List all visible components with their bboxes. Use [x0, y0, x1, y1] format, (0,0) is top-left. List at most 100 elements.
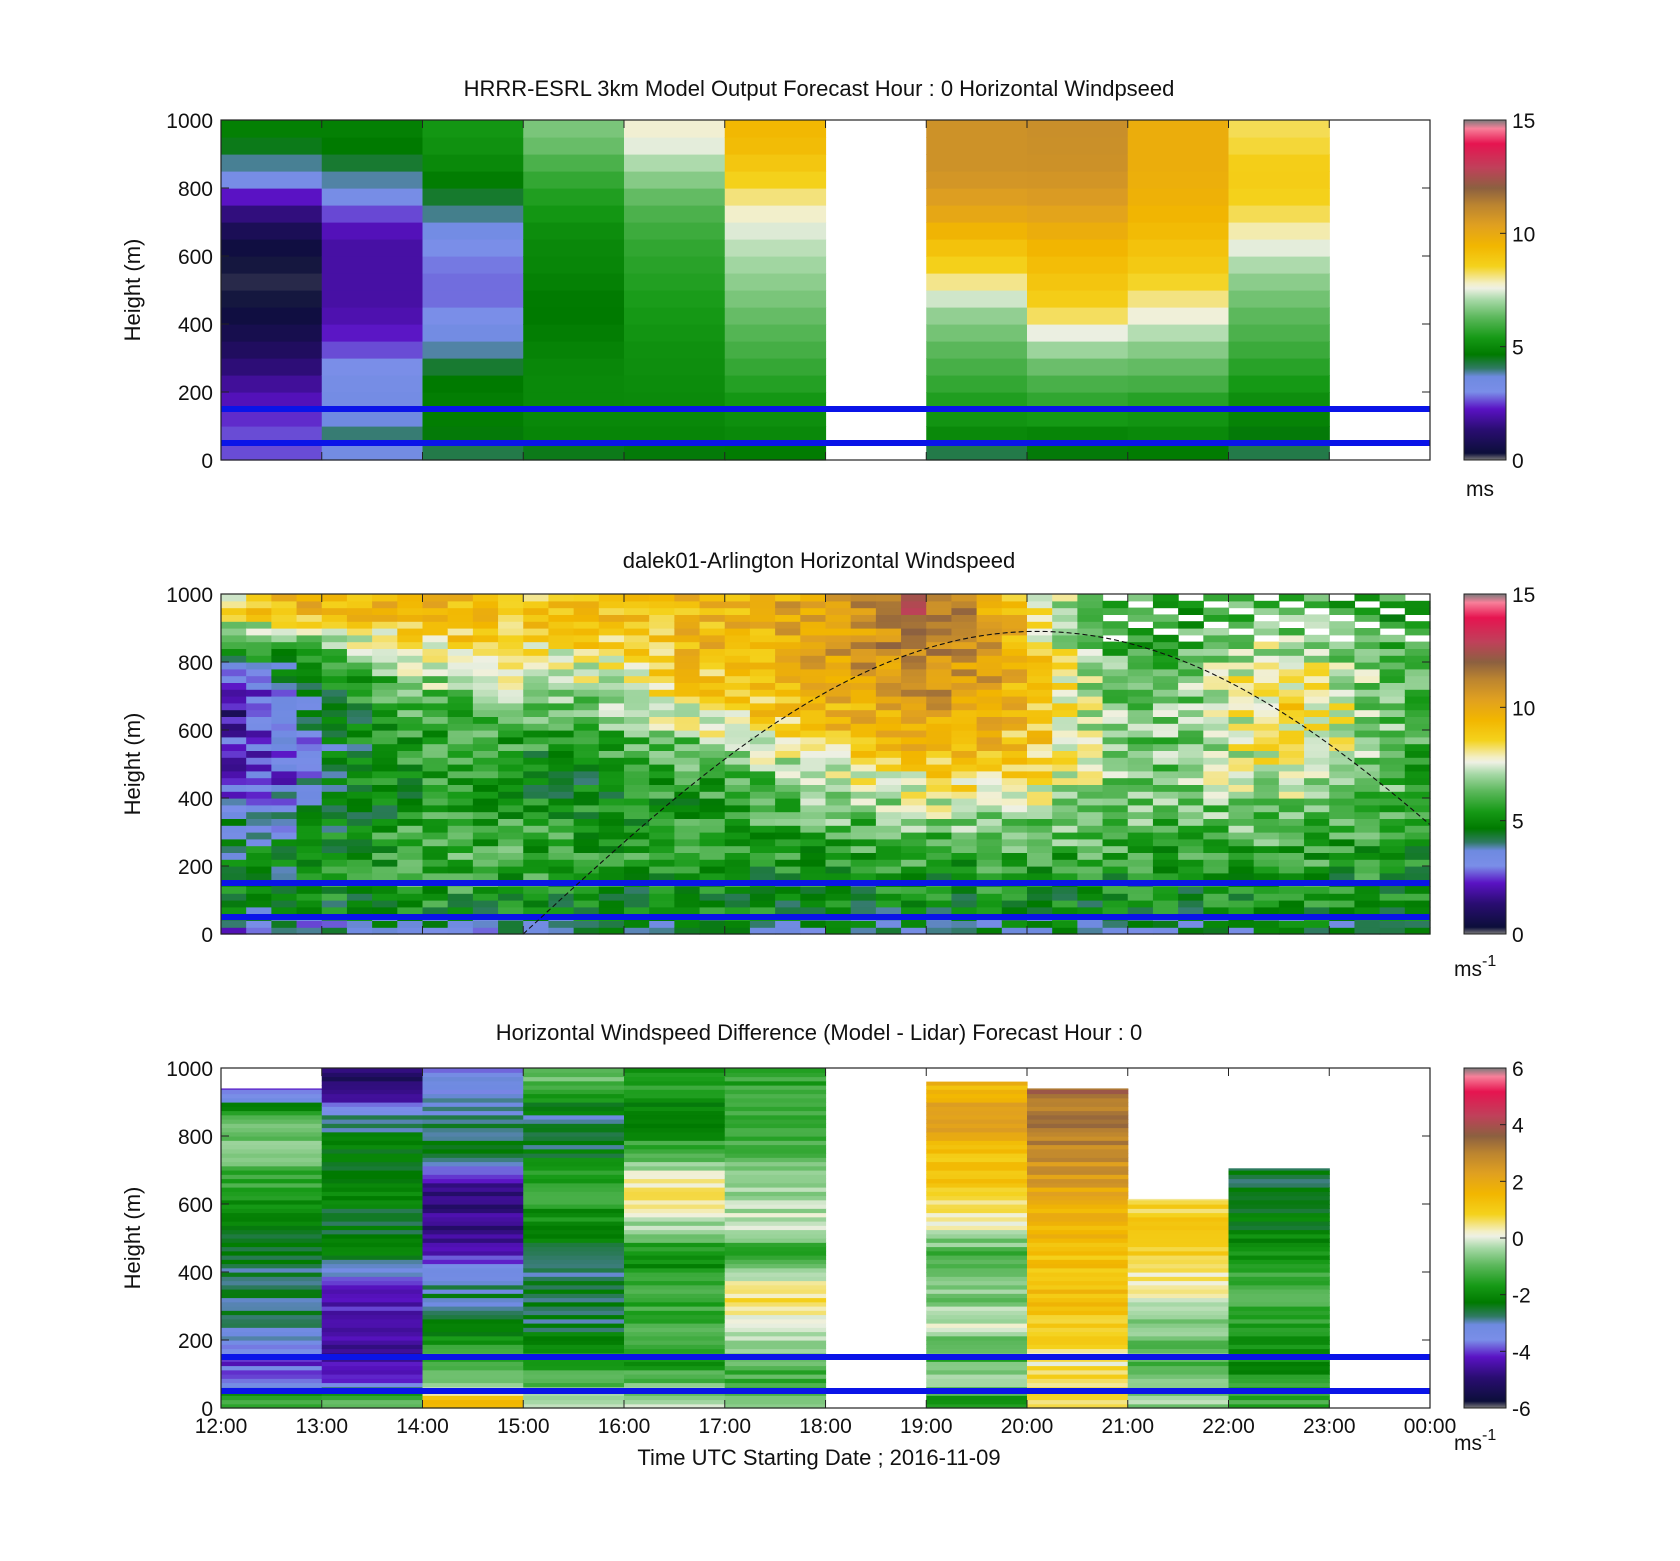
heatmap-cell [724, 628, 751, 636]
heatmap-cell [1178, 832, 1204, 840]
heatmap-cell [1102, 648, 1129, 656]
heatmap-cell [1127, 1369, 1230, 1375]
heatmap-cell [699, 702, 726, 711]
heatmap-cell [624, 730, 650, 738]
heatmap-cell [1354, 750, 1381, 758]
heatmap-cell [523, 1157, 625, 1163]
heatmap-cell [1253, 696, 1280, 704]
y-tick-label: 1000 [166, 110, 213, 133]
heatmap-cell [1052, 628, 1078, 636]
heatmap-cell [1304, 872, 1330, 881]
heatmap-cell [573, 900, 600, 908]
heatmap-cell [1329, 648, 1356, 656]
heatmap-cell [1203, 818, 1230, 826]
heatmap-cell [548, 736, 575, 745]
heatmap-cell [850, 818, 877, 826]
heatmap-cell [246, 607, 272, 615]
heatmap-cell [548, 634, 575, 643]
heatmap-cell [1404, 859, 1431, 867]
heatmap-cell [624, 1114, 726, 1120]
heatmap-cell [724, 1144, 827, 1150]
heatmap-cell [447, 927, 474, 935]
heatmap-cell [951, 852, 978, 860]
heatmap-cell [976, 927, 1003, 935]
heatmap-cell [321, 1068, 424, 1073]
heatmap-cell [498, 838, 524, 847]
heatmap-cell [850, 784, 877, 792]
heatmap-cell [1127, 171, 1230, 189]
heatmap-cell [1027, 1199, 1129, 1205]
heatmap-cell [1228, 1221, 1330, 1226]
heatmap-cell [624, 205, 726, 223]
heatmap-cell [271, 594, 298, 602]
heatmap-cell [397, 811, 424, 819]
heatmap-cell [1027, 757, 1053, 765]
heatmap-cell [901, 689, 927, 697]
heatmap-cell [598, 662, 625, 670]
heatmap-cell [850, 634, 877, 643]
heatmap-cell [422, 1246, 524, 1252]
heatmap-cell [749, 628, 776, 636]
heatmap-cell [624, 641, 650, 649]
heatmap-cell [1027, 1140, 1129, 1146]
heatmap-cell [1354, 906, 1381, 915]
heatmap-cell [800, 655, 827, 663]
heatmap-cell [800, 900, 827, 908]
heatmap-cell [523, 859, 550, 867]
heatmap-cell [649, 791, 675, 799]
heatmap-cell [1001, 900, 1028, 908]
heatmap-cell [1102, 757, 1129, 765]
heatmap-cell [1077, 668, 1104, 677]
heatmap-cell [422, 682, 449, 690]
heatmap-cell [901, 798, 927, 806]
heatmap-cell [1152, 702, 1179, 711]
heatmap-cell [1253, 784, 1280, 792]
heatmap-cell [1203, 832, 1230, 840]
heatmap-cell [397, 866, 424, 874]
heatmap-cell [724, 1093, 827, 1099]
heatmap-cell [1228, 1187, 1330, 1192]
heatmap-cell [271, 723, 298, 731]
y-axis: 0 200 400 600 800 1000 [166, 110, 1430, 473]
heatmap-cell [724, 341, 827, 359]
heatmap-cell [321, 1399, 424, 1405]
heatmap-cell [1304, 900, 1330, 908]
heatmap-cell [1253, 906, 1280, 915]
heatmap-cell [397, 818, 424, 826]
heatmap-cell [221, 730, 247, 738]
heatmap-cell [321, 375, 424, 393]
heatmap-cell [976, 906, 1003, 915]
heatmap-cell [1228, 900, 1255, 908]
heatmap-cell [674, 798, 701, 806]
heatmap-cell [1127, 1340, 1230, 1345]
heatmap-cell [598, 730, 625, 738]
heatmap-cell [1278, 798, 1305, 806]
heatmap-cell [1228, 1255, 1330, 1260]
heatmap-cell [1152, 811, 1179, 819]
heatmap-cell [800, 893, 827, 901]
heatmap-cell [548, 893, 575, 901]
heatmap-cell [825, 886, 852, 894]
heatmap-cell [246, 927, 272, 935]
heatmap-cell [1203, 859, 1230, 867]
heatmap-cell [926, 171, 1028, 189]
heatmap-cell [296, 791, 323, 799]
heatmap-cell [724, 1365, 827, 1371]
y-tick-label: 600 [178, 1194, 213, 1217]
heatmap-cell [523, 716, 550, 724]
heatmap-cell [447, 750, 474, 758]
heatmap-cell [875, 866, 902, 874]
heatmap-cell [271, 655, 298, 663]
heatmap-cell [447, 825, 474, 833]
heatmap-cell [1304, 770, 1330, 779]
heatmap-cell [926, 1102, 1028, 1107]
heatmap-cell [649, 832, 675, 840]
heatmap-cell [1178, 621, 1204, 629]
heatmap-cell [825, 628, 852, 636]
heatmap-cell [624, 1382, 726, 1388]
heatmap-cell [674, 852, 701, 860]
heatmap-cell [1354, 845, 1381, 853]
heatmap-cell [598, 743, 625, 751]
heatmap-cell [346, 675, 373, 683]
heatmap-cell [573, 777, 600, 785]
